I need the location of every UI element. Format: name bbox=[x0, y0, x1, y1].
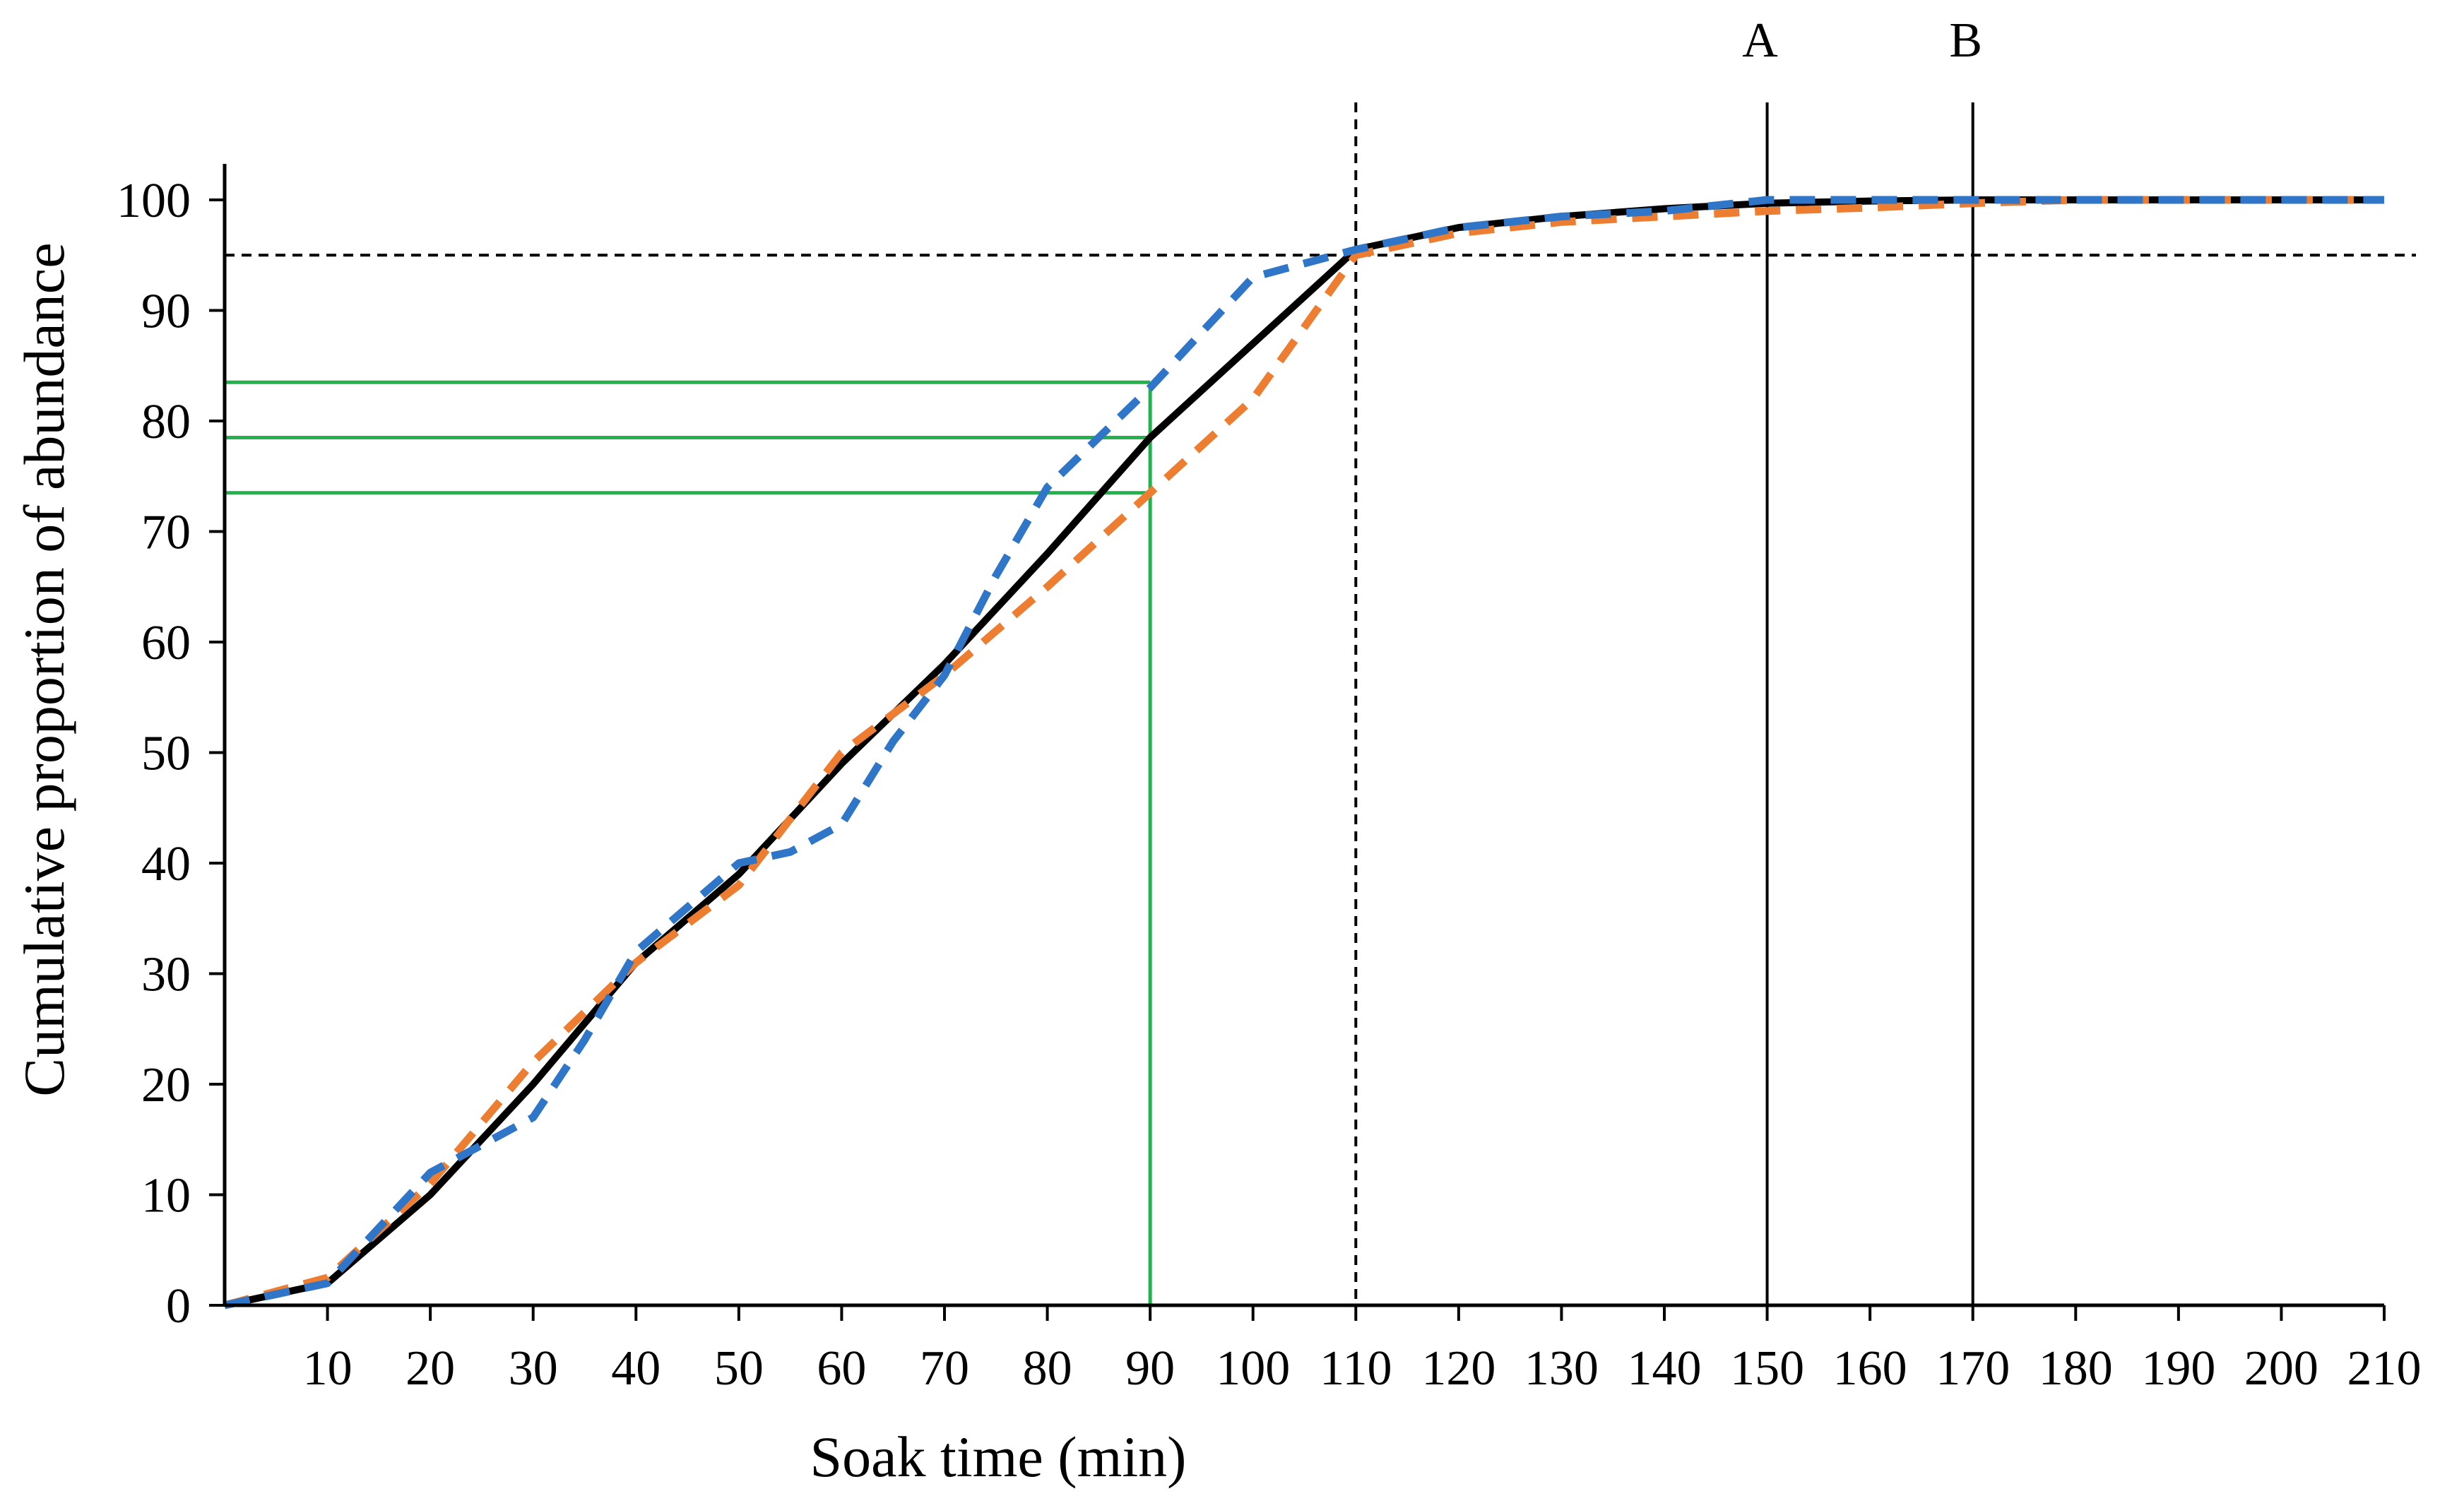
x-tick-label: 140 bbox=[1628, 1341, 1702, 1396]
x-tick-label: 190 bbox=[2141, 1341, 2215, 1396]
y-tick-label: 100 bbox=[117, 174, 191, 228]
green-guide-lines bbox=[225, 380, 1152, 1305]
series-line-0 bbox=[223, 196, 2384, 1309]
y-axis-title: Cumulative proportion of abundance bbox=[12, 242, 76, 1096]
tick-labels: 0 10 20 30 40 50 60 70 80 90 100 10 20 30 40 50 60 70 80 90… bbox=[117, 174, 2422, 1396]
x-tick-label: 160 bbox=[1833, 1341, 1907, 1396]
x-tick-label: 150 bbox=[1730, 1341, 1804, 1396]
x-tick-label: 100 bbox=[1216, 1341, 1290, 1396]
x-tick-label: 30 bbox=[509, 1341, 558, 1396]
y-tick-label: 20 bbox=[141, 1058, 191, 1112]
y-tick-label: 30 bbox=[141, 948, 191, 1002]
x-tick-label: 70 bbox=[920, 1341, 969, 1396]
x-tick-label: 200 bbox=[2244, 1341, 2318, 1396]
x-tick-label: 80 bbox=[1023, 1341, 1072, 1396]
y-tick-label: 10 bbox=[141, 1169, 191, 1223]
x-tick-label: 90 bbox=[1125, 1341, 1175, 1396]
x-tick-label: 50 bbox=[714, 1341, 764, 1396]
x-tick-label: 20 bbox=[405, 1341, 455, 1396]
x-tick-label: 210 bbox=[2347, 1341, 2422, 1396]
y-tick-label: 70 bbox=[141, 506, 191, 560]
marker-label-b: B bbox=[1949, 13, 1982, 68]
series-line-1 bbox=[223, 196, 2384, 1310]
marker-label-a: A bbox=[1742, 13, 1778, 68]
x-tick-label: 180 bbox=[2039, 1341, 2113, 1396]
x-tick-label: 60 bbox=[817, 1341, 866, 1396]
y-tick-label: 50 bbox=[141, 727, 191, 781]
x-tick-label: 130 bbox=[1524, 1341, 1599, 1396]
series-line-2 bbox=[223, 196, 2384, 1310]
x-tick-label: 170 bbox=[1936, 1341, 2010, 1396]
x-tick-label: 120 bbox=[1421, 1341, 1495, 1396]
y-tick-label: 80 bbox=[141, 395, 191, 449]
y-tick-label: 90 bbox=[141, 285, 191, 339]
series-lines bbox=[223, 196, 2384, 1310]
x-tick-label: 110 bbox=[1320, 1341, 1392, 1396]
x-tick-label: 40 bbox=[611, 1341, 661, 1396]
y-tick-label: 60 bbox=[141, 616, 191, 670]
y-tick-label: 40 bbox=[141, 837, 191, 891]
y-tick-label: 0 bbox=[166, 1279, 191, 1334]
x-tick-label: 10 bbox=[303, 1341, 353, 1396]
axes bbox=[209, 164, 2386, 1321]
x-axis-title: Soak time (min) bbox=[810, 1425, 1187, 1489]
